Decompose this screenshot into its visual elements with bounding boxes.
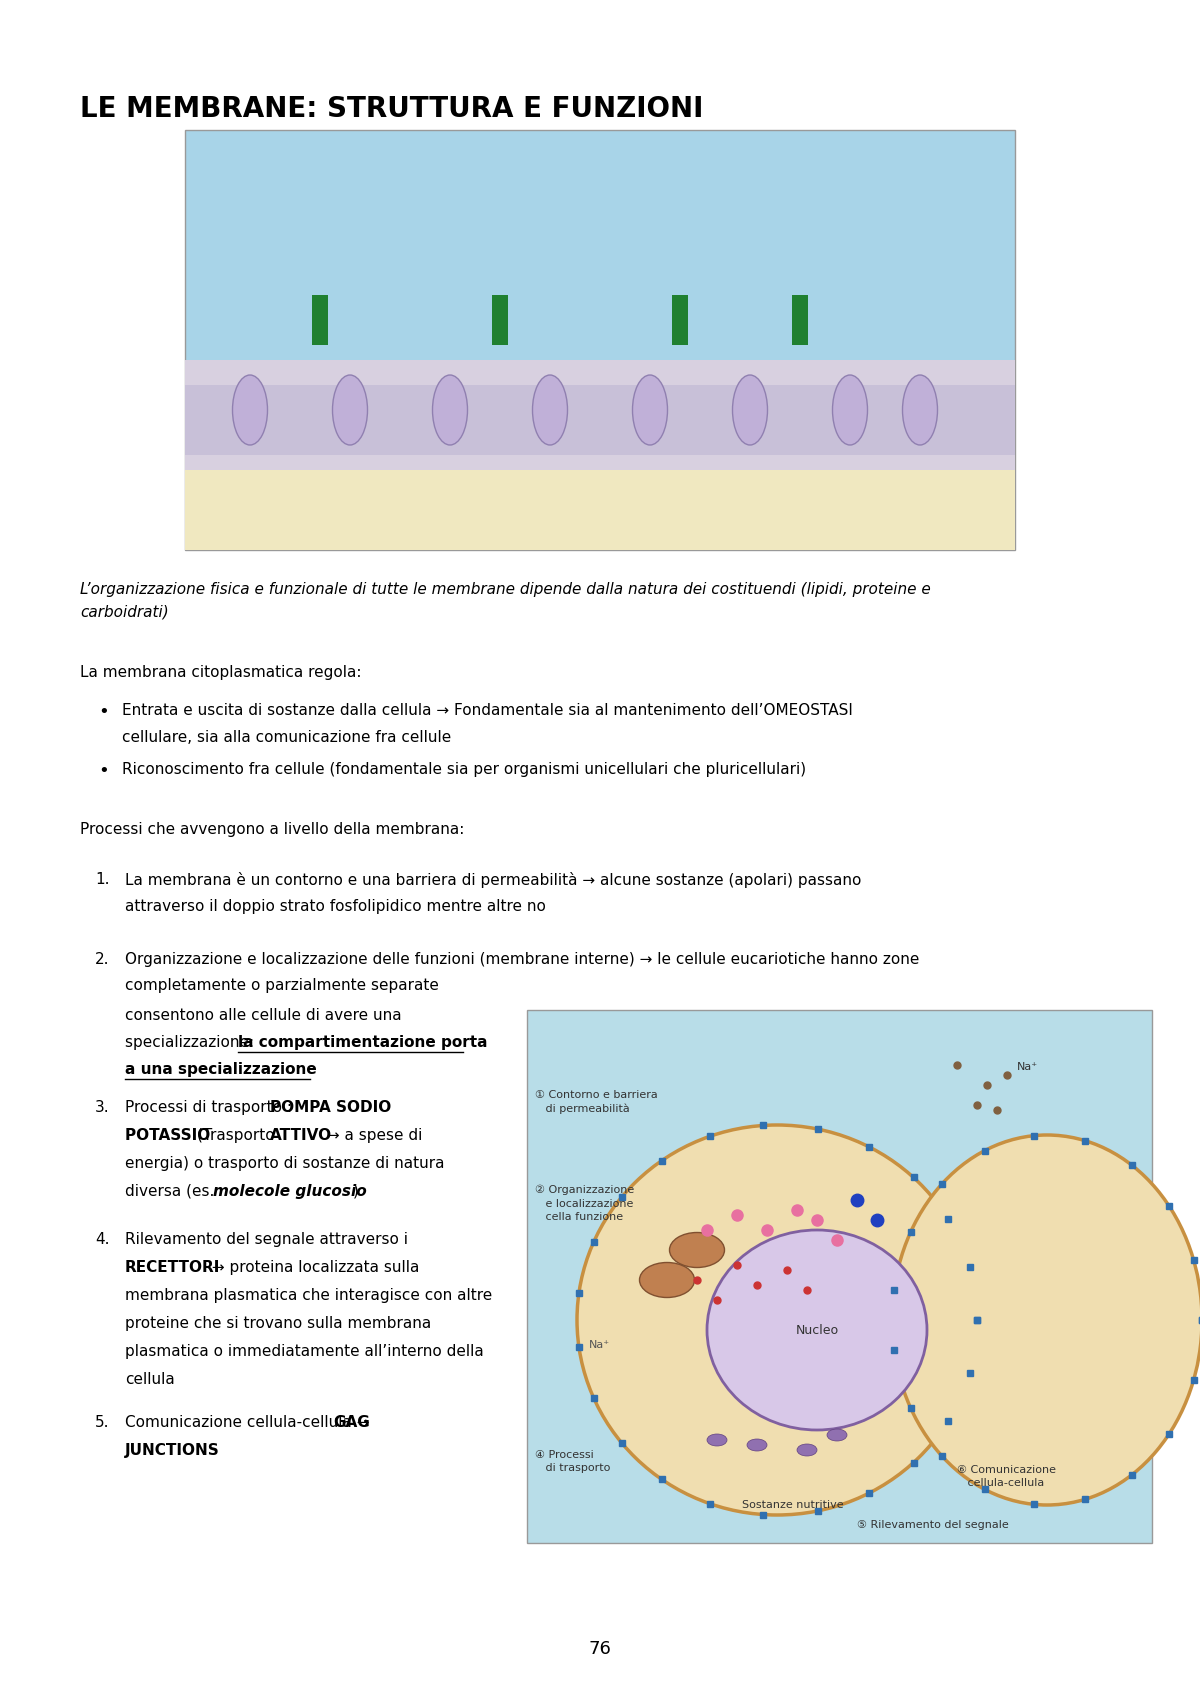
Text: Riconoscimento fra cellule (fondamentale sia per organismi unicellulari che plur: Riconoscimento fra cellule (fondamentale… (122, 762, 806, 778)
Ellipse shape (632, 375, 667, 445)
Text: Nucleo: Nucleo (796, 1323, 839, 1336)
Text: ): ) (353, 1184, 359, 1199)
Text: cellula: cellula (125, 1372, 175, 1387)
Ellipse shape (233, 375, 268, 445)
Text: → proteina localizzata sulla: → proteina localizzata sulla (208, 1260, 419, 1275)
Bar (792, 295, 808, 345)
Ellipse shape (827, 1430, 847, 1442)
Text: ⑤ Rilevamento del segnale: ⑤ Rilevamento del segnale (857, 1520, 1009, 1530)
Bar (185, 470, 1015, 550)
Text: Processi che avvengono a livello della membrana:: Processi che avvengono a livello della m… (80, 822, 464, 837)
Text: energia) o trasporto di sostanze di natura: energia) o trasporto di sostanze di natu… (125, 1156, 444, 1172)
Text: 76: 76 (588, 1640, 612, 1657)
Text: 2.: 2. (95, 953, 109, 966)
Text: membrana plasmatica che interagisce con altre: membrana plasmatica che interagisce con … (125, 1289, 492, 1302)
Bar (185, 385, 1015, 455)
Ellipse shape (670, 1233, 725, 1267)
Ellipse shape (833, 375, 868, 445)
Text: Na⁺: Na⁺ (589, 1340, 610, 1350)
Text: •: • (98, 762, 109, 779)
Text: Entrata e uscita di sostanze dalla cellula → Fondamentale sia al mantenimento de: Entrata e uscita di sostanze dalla cellu… (122, 703, 853, 718)
Text: GAG: GAG (334, 1414, 370, 1430)
Text: 3.: 3. (95, 1100, 109, 1116)
Bar (312, 295, 328, 345)
Text: → a spese di: → a spese di (322, 1127, 422, 1143)
Text: la compartimentazione porta: la compartimentazione porta (238, 1036, 487, 1049)
Text: Na⁺: Na⁺ (1018, 1061, 1038, 1071)
Text: 1.: 1. (95, 873, 109, 886)
Text: specializzazione:: specializzazione: (125, 1036, 259, 1049)
Text: ATTIVO: ATTIVO (270, 1127, 332, 1143)
Text: Comunicazione cellula-cellula →: Comunicazione cellula-cellula → (125, 1414, 374, 1430)
Text: ⑥ Comunicazione
   cellula-cellula: ⑥ Comunicazione cellula-cellula (958, 1465, 1056, 1487)
Ellipse shape (577, 1126, 977, 1515)
Ellipse shape (746, 1438, 767, 1452)
Text: POMPA SODIO: POMPA SODIO (270, 1100, 391, 1116)
Text: 5.: 5. (95, 1414, 109, 1430)
Text: a una specializzazione: a una specializzazione (125, 1061, 317, 1077)
Text: L’organizzazione fisica e funzionale di tutte le membrane dipende dalla natura d: L’organizzazione fisica e funzionale di … (80, 582, 931, 620)
Ellipse shape (797, 1443, 817, 1455)
Text: consentono alle cellule di avere una: consentono alle cellule di avere una (125, 1009, 402, 1022)
Ellipse shape (432, 375, 468, 445)
Ellipse shape (707, 1229, 928, 1430)
Ellipse shape (640, 1263, 695, 1297)
Text: LE MEMBRANE: STRUTTURA E FUNZIONI: LE MEMBRANE: STRUTTURA E FUNZIONI (80, 95, 703, 122)
Bar (185, 360, 1015, 491)
Text: Processi di trasporto :: Processi di trasporto : (125, 1100, 296, 1116)
Ellipse shape (732, 375, 768, 445)
Ellipse shape (332, 375, 367, 445)
Bar (672, 295, 688, 345)
Bar (492, 295, 508, 345)
Text: (Trasporto: (Trasporto (197, 1127, 280, 1143)
Text: diversa (es.: diversa (es. (125, 1184, 220, 1199)
Text: molecole glucosio: molecole glucosio (214, 1184, 367, 1199)
Bar (527, 1010, 1152, 1543)
Text: Rilevamento del segnale attraverso i: Rilevamento del segnale attraverso i (125, 1233, 408, 1246)
Text: cellulare, sia alla comunicazione fra cellule: cellulare, sia alla comunicazione fra ce… (122, 730, 451, 745)
Text: •: • (98, 703, 109, 722)
Text: plasmatica o immediatamente all’interno della: plasmatica o immediatamente all’interno … (125, 1345, 484, 1358)
Ellipse shape (902, 375, 937, 445)
Ellipse shape (707, 1435, 727, 1447)
Text: Organizzazione e localizzazione delle funzioni (membrane interne) → le cellule e: Organizzazione e localizzazione delle fu… (125, 953, 919, 966)
Text: ④ Processi
   di trasporto: ④ Processi di trasporto (535, 1450, 611, 1474)
Text: La membrana è un contorno e una barriera di permeabilità → alcune sostanze (apol: La membrana è un contorno e una barriera… (125, 873, 862, 888)
Text: La membrana citoplasmatica regola:: La membrana citoplasmatica regola: (80, 666, 361, 679)
Bar (185, 131, 1015, 550)
Text: attraverso il doppio strato fosfolipidico mentre altre no: attraverso il doppio strato fosfolipidic… (125, 898, 546, 914)
Text: JUNCTIONS: JUNCTIONS (125, 1443, 220, 1459)
Text: ② Organizzazione
   e localizzazione
   cella funzione: ② Organizzazione e localizzazione cella … (535, 1185, 635, 1223)
Text: completamente o parzialmente separate: completamente o parzialmente separate (125, 978, 439, 993)
Text: RECETTORI: RECETTORI (125, 1260, 221, 1275)
Ellipse shape (533, 375, 568, 445)
Text: ① Contorno e barriera
   di permeabilità: ① Contorno e barriera di permeabilità (535, 1090, 658, 1114)
Text: 4.: 4. (95, 1233, 109, 1246)
Text: Sostanze nutritive: Sostanze nutritive (742, 1499, 844, 1510)
Text: proteine che si trovano sulla membrana: proteine che si trovano sulla membrana (125, 1316, 431, 1331)
Ellipse shape (892, 1134, 1200, 1504)
Text: POTASSIO: POTASSIO (125, 1127, 216, 1143)
